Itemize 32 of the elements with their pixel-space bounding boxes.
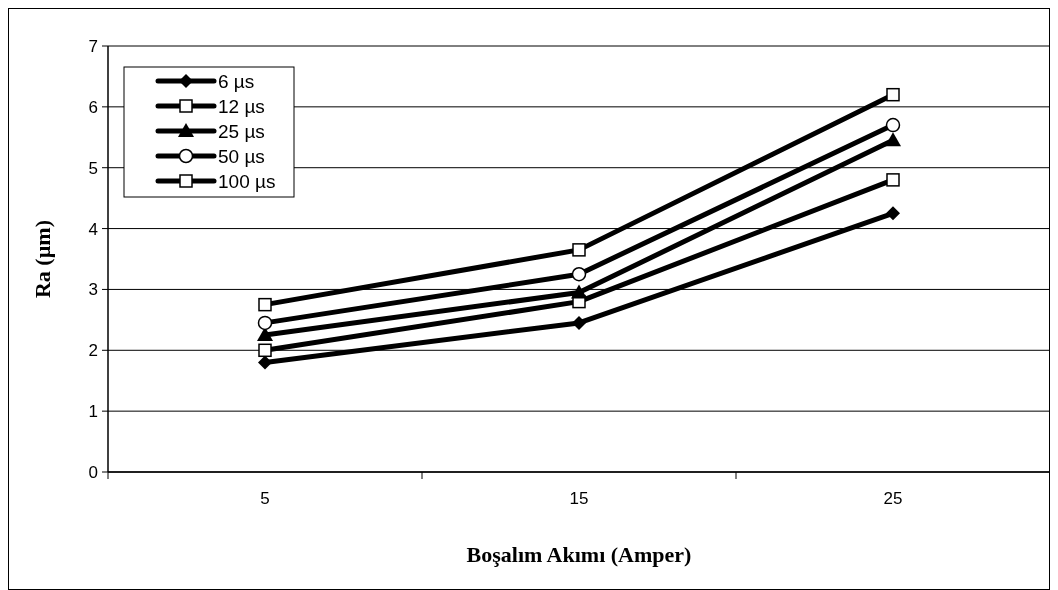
y-tick-label: 2 xyxy=(88,341,98,361)
point xyxy=(258,355,272,370)
point xyxy=(886,206,900,221)
point xyxy=(258,343,272,358)
y-tick-label: 5 xyxy=(88,158,98,178)
x-tick-label: 15 xyxy=(569,489,589,508)
point xyxy=(258,297,272,312)
y-tick-label: 1 xyxy=(88,402,98,422)
y-tick-label: 4 xyxy=(88,219,98,239)
x-tick-label: 5 xyxy=(260,489,270,508)
legend-label: 50 µs xyxy=(218,145,265,167)
point xyxy=(571,284,587,299)
point xyxy=(571,266,587,282)
y-tick-label: 6 xyxy=(88,97,98,117)
legend-label: 25 µs xyxy=(218,120,265,142)
point xyxy=(572,243,586,257)
point xyxy=(885,117,901,133)
y-tick-label: 3 xyxy=(88,280,98,300)
y-axis-title: Ra (µm) xyxy=(30,219,55,299)
legend-label: 12 µs xyxy=(218,95,265,117)
legend-label: 6 µs xyxy=(218,70,255,92)
point xyxy=(886,173,900,187)
y-tick-label: 0 xyxy=(88,462,98,482)
x-axis-title: Boşalım Akımı (Amper) xyxy=(466,542,692,567)
y-tick-label: 7 xyxy=(88,36,98,56)
x-tick-label: 25 xyxy=(883,489,903,508)
legend-label: 100 µs xyxy=(218,170,276,192)
point xyxy=(572,315,586,330)
point xyxy=(886,87,900,102)
point xyxy=(257,327,273,342)
point xyxy=(257,315,273,331)
point xyxy=(885,132,901,147)
